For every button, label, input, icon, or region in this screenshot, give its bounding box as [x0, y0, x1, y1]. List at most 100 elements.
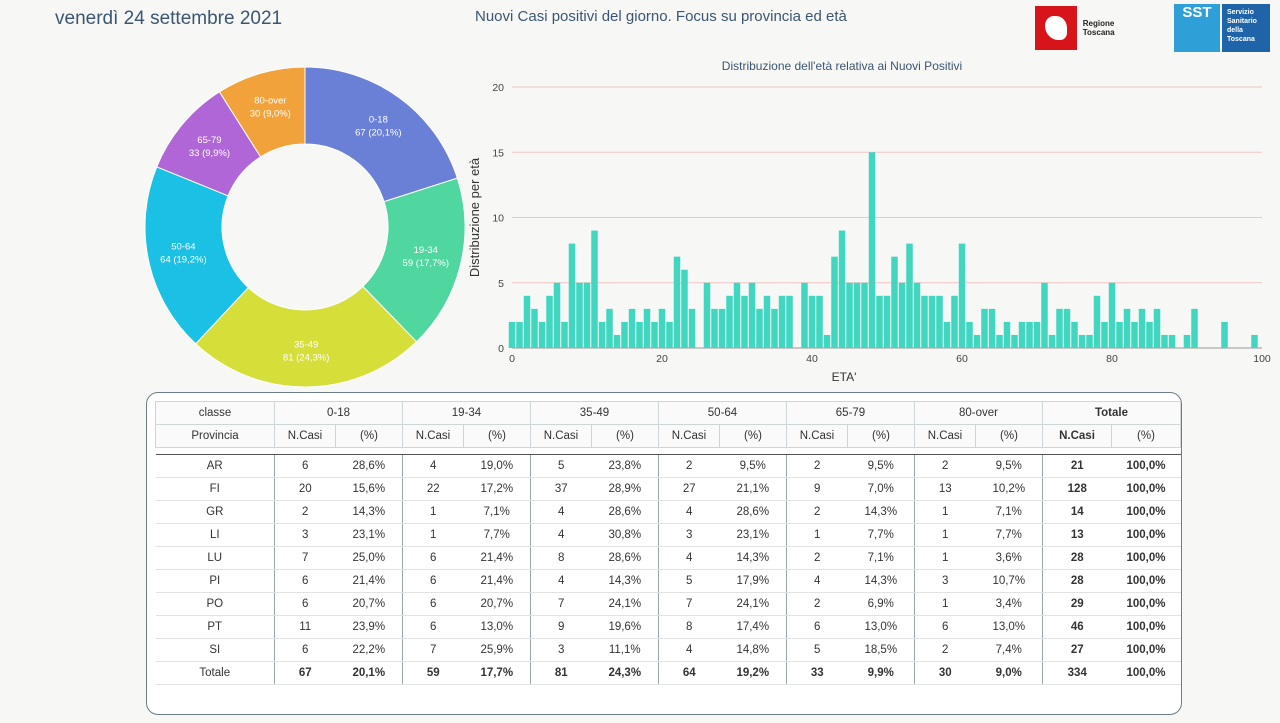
donut-label-19-34: 19-34	[414, 245, 438, 256]
value-cell: 7,1%	[463, 500, 531, 524]
histogram-bar	[666, 321, 673, 348]
table-row: PT 11 23,9% 6 13,0% 9 19,6% 8 17,4% 6 13,0% 6 13,0% 4…	[155, 615, 1181, 639]
value-cell: 67	[274, 661, 336, 685]
histogram-bar	[1191, 308, 1198, 348]
histogram-bar	[861, 282, 868, 348]
histogram-bar	[1026, 321, 1033, 348]
value-cell: 4	[658, 638, 720, 662]
value-cell: 5	[658, 569, 720, 593]
histogram-bar	[546, 295, 553, 348]
value-cell: 33	[786, 661, 848, 685]
table-spacer	[155, 447, 1181, 455]
value-cell: 100,0%	[1111, 615, 1181, 639]
histogram-bar	[531, 308, 538, 348]
value-cell: 6	[402, 592, 464, 616]
sub-header: (%)	[1111, 424, 1181, 448]
value-cell: 17,4%	[719, 615, 787, 639]
value-cell: 100,0%	[1111, 638, 1181, 662]
histogram-bar	[1116, 321, 1123, 348]
histogram-bar	[1101, 321, 1108, 348]
value-cell: 14	[1042, 500, 1112, 524]
value-cell: 6	[402, 569, 464, 593]
histogram-bar	[1183, 334, 1191, 348]
value-cell: 20,7%	[335, 592, 403, 616]
value-cell: 28	[1042, 546, 1112, 570]
sub-header: N.Casi	[786, 424, 848, 448]
value-cell: 4	[658, 546, 720, 570]
value-cell: 29	[1042, 592, 1112, 616]
histogram-bar	[636, 321, 643, 348]
donut-value-50-64: 64 (19,2%)	[160, 255, 206, 266]
value-cell: 13,0%	[847, 615, 915, 639]
donut-value-65-79: 33 (9,9%)	[189, 148, 230, 159]
value-cell: 28	[1042, 569, 1112, 593]
value-cell: 22	[402, 477, 464, 501]
value-cell: 21,1%	[719, 477, 787, 501]
value-cell: 100,0%	[1111, 661, 1181, 685]
province-cell: LI	[155, 523, 275, 547]
value-cell: 6	[274, 569, 336, 593]
value-cell: 30	[914, 661, 976, 685]
value-cell: 13,0%	[975, 615, 1043, 639]
value-cell: 1	[914, 523, 976, 547]
value-cell: 21,4%	[463, 569, 531, 593]
table-group-header-row: classe 0-18 19-34 35-49 50-64 65-79 80-over Tot…	[155, 401, 1181, 425]
value-cell: 28,6%	[335, 454, 403, 478]
value-cell: 3	[530, 638, 592, 662]
value-cell: 1	[786, 523, 848, 547]
value-cell: 7,7%	[847, 523, 915, 547]
histogram-bar	[1071, 321, 1078, 348]
value-cell: 81	[530, 661, 592, 685]
histogram-bar	[606, 308, 613, 348]
group-header-19-34: 19-34	[402, 401, 531, 425]
y-tick-label: 5	[498, 278, 504, 290]
value-cell: 2	[786, 546, 848, 570]
histogram-bar	[1138, 308, 1146, 348]
histogram-bar	[1086, 334, 1093, 348]
histogram-bar	[681, 269, 688, 348]
province-cell: PI	[155, 569, 275, 593]
histogram-bar	[561, 321, 568, 348]
table-row: PI 6 21,4% 6 21,4% 4 14,3% 5 17,9% 4 14,3% 3 10,7% 28…	[155, 569, 1181, 593]
value-cell: 46	[1042, 615, 1112, 639]
province-cell: AR	[155, 454, 275, 478]
value-cell: 2	[274, 500, 336, 524]
histogram-bar	[1011, 334, 1018, 348]
donut-value-0-18: 67 (20,1%)	[355, 127, 401, 138]
value-cell: 19,2%	[719, 661, 787, 685]
donut-label-65-79: 65-79	[197, 135, 221, 146]
value-cell: 37	[530, 477, 592, 501]
value-cell: 7	[658, 592, 720, 616]
sub-header: N.Casi	[274, 424, 336, 448]
histogram-bar	[1251, 334, 1258, 348]
value-cell: 7,4%	[975, 638, 1043, 662]
province-cell: FI	[155, 477, 275, 501]
histogram-bar	[831, 256, 838, 348]
value-cell: 6	[914, 615, 976, 639]
value-cell: 20,7%	[463, 592, 531, 616]
value-cell: 24,1%	[719, 592, 787, 616]
histogram-bar	[613, 334, 621, 348]
x-tick-label: 0	[509, 353, 515, 365]
value-cell: 64	[658, 661, 720, 685]
value-cell: 9	[786, 477, 848, 501]
value-cell: 14,8%	[719, 638, 787, 662]
histogram-title: Distribuzione dell'età relativa ai Nuovi…	[722, 59, 962, 73]
value-cell: 8	[530, 546, 592, 570]
histogram-bar	[748, 282, 756, 348]
value-cell: 30,8%	[591, 523, 659, 547]
value-cell: 11	[274, 615, 336, 639]
group-header-65-79: 65-79	[786, 401, 915, 425]
value-cell: 4	[530, 569, 592, 593]
province-age-table: classe 0-18 19-34 35-49 50-64 65-79 80-over Tot…	[155, 401, 1181, 685]
histogram-bar	[966, 321, 973, 348]
value-cell: 25,0%	[335, 546, 403, 570]
value-cell: 20	[274, 477, 336, 501]
value-cell: 6,9%	[847, 592, 915, 616]
sub-header: N.Casi	[530, 424, 592, 448]
value-cell: 21,4%	[335, 569, 403, 593]
value-cell: 7	[530, 592, 592, 616]
histogram-bar	[1153, 308, 1161, 348]
x-tick-label: 60	[956, 353, 968, 365]
value-cell: 2	[658, 454, 720, 478]
